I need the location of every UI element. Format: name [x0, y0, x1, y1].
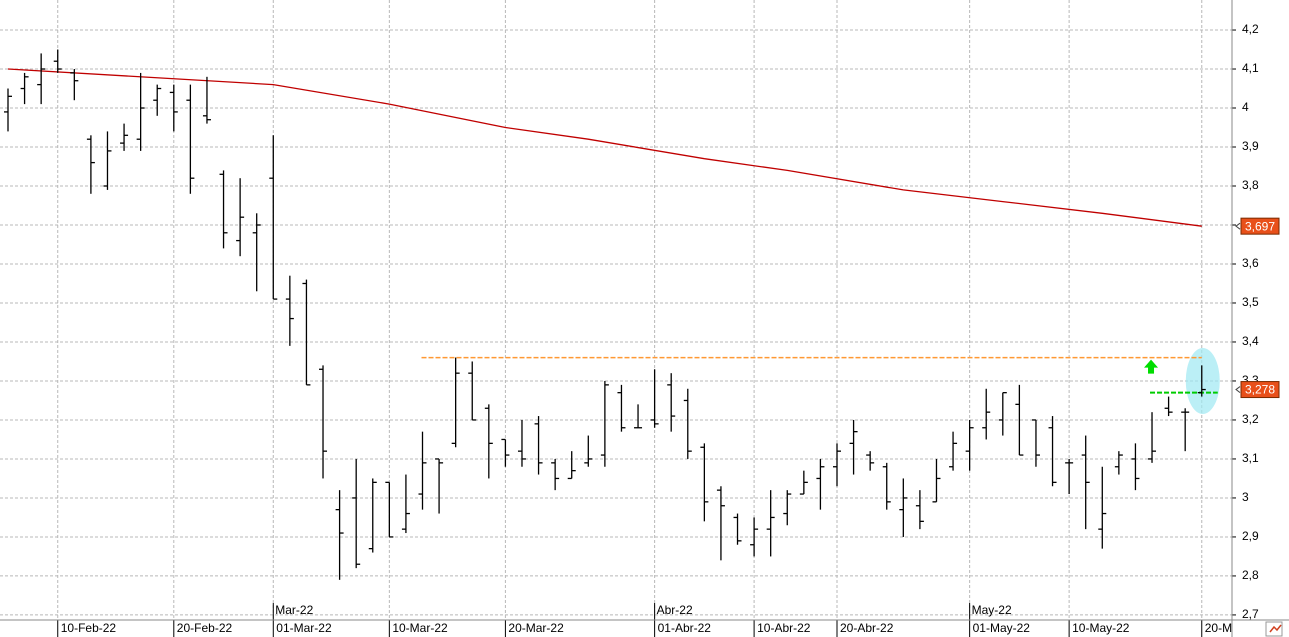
y-tick-label: 4,2 — [1242, 22, 1259, 36]
y-tick-label: 3,8 — [1242, 178, 1259, 192]
x-tick-label: 20-Abr-22 — [840, 621, 894, 635]
y-tick-label: 3 — [1242, 490, 1249, 504]
corner-icon — [1265, 621, 1283, 637]
month-label: Abr-22 — [657, 603, 693, 617]
y-tick-label: 4,1 — [1242, 61, 1259, 75]
y-tick-label: 2,7 — [1242, 607, 1259, 621]
x-tick-label: 01-Abr-22 — [658, 621, 712, 635]
x-tick-label: 10-May-22 — [1072, 621, 1130, 635]
x-tick-label: 10-Mar-22 — [392, 621, 448, 635]
x-tick-label: 01-Mar-22 — [276, 621, 332, 635]
y-tick-label: 3,6 — [1242, 256, 1259, 270]
y-tick-label: 3,2 — [1242, 412, 1259, 426]
x-tick-label: 20-Mar-22 — [508, 621, 564, 635]
month-label: Mar-22 — [275, 603, 313, 617]
y-tick-label: 3,9 — [1242, 139, 1259, 153]
x-tick-label: 20-Feb-22 — [177, 621, 233, 635]
highlight — [1185, 347, 1220, 414]
ma-price-pointer — [1235, 222, 1241, 230]
x-tick-label: 10-Feb-22 — [61, 621, 117, 635]
close-price-box — [1240, 381, 1280, 399]
y-tick-label: 3,5 — [1242, 295, 1259, 309]
y-tick-label: 3,1 — [1242, 451, 1259, 465]
ma-price-box — [1240, 217, 1280, 235]
corner-icon-mark — [1269, 624, 1282, 633]
close-price-label: 3,278 — [1245, 383, 1275, 397]
y-tick-label: 2,8 — [1242, 568, 1259, 582]
close-price-pointer — [1235, 386, 1241, 393]
x-tick-label: 10-Abr-22 — [757, 621, 811, 635]
x-tick-label: 20-M — [1205, 621, 1232, 635]
month-label: May-22 — [972, 603, 1012, 617]
y-tick-label: 3,4 — [1242, 334, 1259, 348]
y-tick-label: 2,9 — [1242, 529, 1259, 543]
ma-price-label: 3,697 — [1245, 219, 1275, 233]
y-tick-label: 4 — [1242, 100, 1249, 114]
x-tick-label: 01-May-22 — [973, 621, 1031, 635]
moving-average — [7, 68, 1202, 227]
up-arrow — [1144, 359, 1159, 374]
